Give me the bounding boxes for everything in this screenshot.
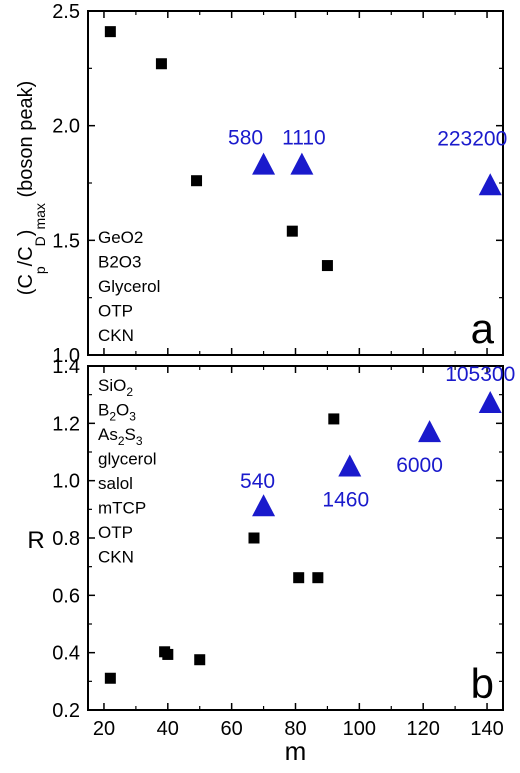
legend-text: As	[98, 425, 118, 444]
x-tick-label: 20	[93, 718, 115, 740]
legend-text: O	[116, 401, 129, 420]
data-label: 105300	[445, 363, 515, 386]
panel-label: a	[471, 305, 495, 352]
y-tick-label: 0.8	[52, 528, 80, 550]
data-point-triangle	[338, 454, 362, 477]
y-axis-label: (Cp/CD)max (boson peak)	[15, 81, 48, 295]
y-tick-label: 1.4	[52, 356, 80, 378]
data-label: 6000	[396, 454, 443, 477]
data-point-square	[194, 654, 206, 666]
x-tick-label: 40	[157, 718, 179, 740]
legend-entry: CKN	[98, 548, 134, 567]
data-point-square	[321, 260, 333, 272]
y-tick-label: 0.4	[52, 643, 80, 665]
data-point-square	[162, 648, 174, 660]
legend-text: salol	[98, 474, 133, 493]
data-point-square	[104, 26, 116, 38]
data-point-square	[248, 532, 260, 544]
data-label: 1110	[282, 127, 326, 150]
panel-b: 0.2 0.4 0.6 0.8 1.0 1.2 1.4 20 40 60 80 100 120 140 m R…	[27, 356, 515, 766]
legend-text: mTCP	[98, 499, 146, 518]
x-tick-label: 140	[470, 718, 503, 740]
data-point-square	[312, 572, 324, 584]
legend-entry: As2S3	[98, 425, 143, 448]
plot-frame	[87, 10, 504, 356]
plot-frame	[87, 365, 504, 711]
legend-subscript: 3	[136, 434, 143, 448]
legend-entry: mTCP	[98, 499, 146, 518]
panel-a: 1.0 1.5 2.0 2.5 (Cp/CD)max (boson peak) GeO2 B…	[15, 1, 507, 367]
y-tick-label: 1.2	[52, 413, 80, 435]
data-point-triangle	[478, 173, 502, 196]
y-axis-label: R	[27, 527, 44, 554]
legend-entry: B2O3	[98, 401, 136, 424]
data-point-triangle	[252, 494, 276, 517]
data-label: 580	[228, 127, 263, 150]
legend-entry: CKN	[98, 326, 134, 345]
y-tick-label: 2.0	[52, 116, 80, 138]
legend-subscript: 3	[129, 410, 136, 424]
legend-text: glycerol	[98, 450, 157, 469]
legend-subscript: 2	[126, 385, 133, 399]
y-label-text: /C	[15, 246, 37, 266]
legend-entry: OTP	[98, 523, 133, 542]
legend-entry: Glycerol	[98, 277, 160, 296]
legend-text: SiO	[98, 376, 126, 395]
y-label-subscript: max	[32, 203, 48, 229]
data-point-square	[191, 175, 203, 187]
data-point-square	[286, 225, 298, 237]
y-label-subscript: p	[32, 266, 48, 274]
data-point-square	[155, 58, 167, 70]
y-tick-label: 2.5	[52, 1, 80, 23]
data-point-square	[104, 672, 116, 684]
data-point-triangle	[418, 420, 442, 443]
legend-subscript: 2	[118, 434, 125, 448]
y-label-subscript: D	[32, 236, 48, 246]
legend-text: B	[98, 401, 109, 420]
legend-entry: salol	[98, 474, 133, 493]
legend-subscript: 2	[109, 410, 116, 424]
legend-entry: GeO2	[98, 228, 143, 247]
legend-entry: SiO2	[98, 376, 133, 399]
legend-entry: B2O3	[98, 253, 141, 272]
x-tick-label: 120	[407, 718, 440, 740]
x-tick-label: 100	[343, 718, 376, 740]
data-point-triangle	[252, 152, 276, 175]
data-point-triangle	[290, 152, 314, 175]
legend-text: OTP	[98, 523, 133, 542]
data-point-square	[328, 413, 340, 425]
y-tick-label: 1.0	[52, 345, 80, 367]
data-point-triangle	[478, 391, 502, 414]
y-label-text: (boson peak)	[15, 81, 37, 203]
legend-entry: glycerol	[98, 450, 157, 469]
data-label: 1460	[322, 489, 369, 512]
panel-label: b	[471, 660, 494, 707]
x-axis-label: m	[285, 736, 307, 766]
y-label-text: )	[15, 230, 37, 237]
y-tick-label: 1.0	[52, 471, 80, 493]
y-tick-label: 0.2	[52, 700, 80, 722]
legend-entry: OTP	[98, 302, 133, 321]
y-tick-label: 0.6	[52, 585, 80, 607]
legend-text: S	[125, 425, 136, 444]
data-label: 540	[240, 470, 275, 493]
data-label: 223200	[437, 127, 507, 150]
legend-text: CKN	[98, 548, 134, 567]
y-label-text: (C	[15, 274, 37, 295]
data-point-square	[293, 572, 305, 584]
y-tick-label: 1.5	[52, 230, 80, 252]
x-tick-label: 60	[221, 718, 243, 740]
x-tick-label: 80	[284, 718, 306, 740]
